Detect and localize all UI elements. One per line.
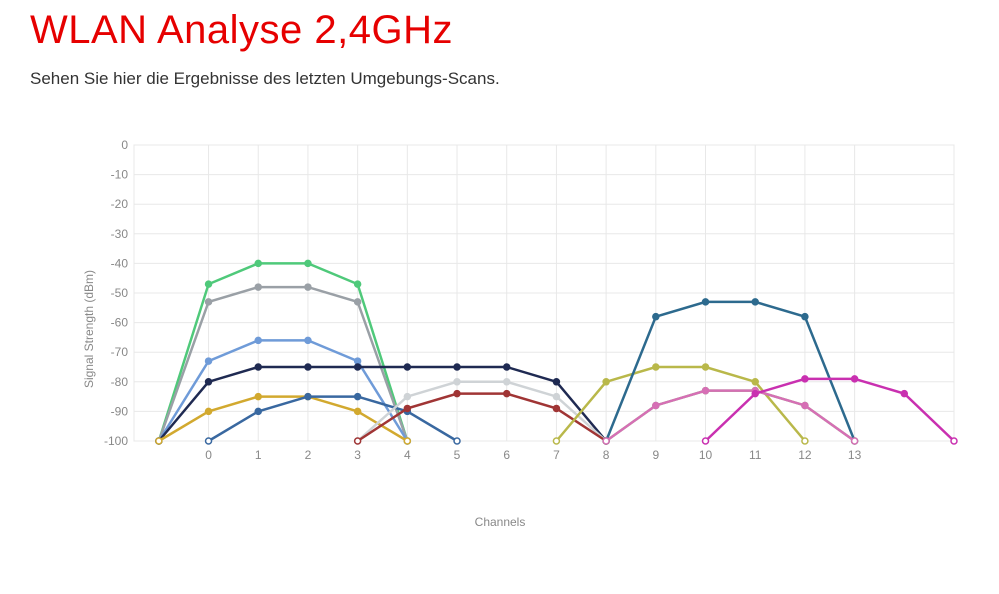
series-point bbox=[653, 314, 659, 320]
series-point bbox=[355, 358, 361, 364]
series-point bbox=[802, 376, 808, 382]
svg-text:10: 10 bbox=[699, 448, 713, 462]
series-point bbox=[206, 358, 212, 364]
series-point bbox=[703, 299, 709, 305]
series-point bbox=[553, 438, 559, 444]
series-point bbox=[355, 364, 361, 370]
wlan-chart: Signal Strength (dBm) 0 -10 -20 -30 -40 -50 -6… bbox=[40, 139, 960, 519]
series-point bbox=[355, 281, 361, 287]
series-point bbox=[653, 364, 659, 370]
series-point bbox=[206, 408, 212, 414]
series-point bbox=[852, 376, 858, 382]
svg-text:-70: -70 bbox=[111, 345, 129, 359]
svg-text:0: 0 bbox=[205, 448, 212, 462]
svg-text:0: 0 bbox=[121, 139, 128, 152]
svg-text:4: 4 bbox=[404, 448, 411, 462]
series-point bbox=[504, 391, 510, 397]
page-subtitle: Sehen Sie hier die Ergebnisse des letzte… bbox=[30, 69, 969, 89]
series-net-magenta bbox=[706, 379, 954, 441]
y-axis-label: Signal Strength (dBm) bbox=[82, 270, 96, 388]
series-point bbox=[504, 379, 510, 385]
series-point bbox=[852, 438, 858, 444]
svg-text:7: 7 bbox=[553, 448, 560, 462]
series-point bbox=[901, 391, 907, 397]
series-point bbox=[951, 438, 957, 444]
svg-text:-50: -50 bbox=[111, 286, 129, 300]
svg-text:9: 9 bbox=[652, 448, 659, 462]
series-point bbox=[404, 364, 410, 370]
x-axis-label: Channels bbox=[475, 515, 526, 529]
series-point bbox=[355, 438, 361, 444]
series-point bbox=[454, 364, 460, 370]
series-point bbox=[653, 402, 659, 408]
svg-text:-80: -80 bbox=[111, 375, 129, 389]
svg-text:3: 3 bbox=[354, 448, 361, 462]
svg-text:-100: -100 bbox=[104, 434, 128, 448]
series-point bbox=[404, 394, 410, 400]
svg-text:12: 12 bbox=[798, 448, 812, 462]
series-point bbox=[553, 405, 559, 411]
series-point bbox=[305, 337, 311, 343]
chart-svg: 0-10-20-30-40-50-60-70-80-90-10001234567… bbox=[100, 139, 960, 469]
series-point bbox=[553, 394, 559, 400]
series-point bbox=[255, 394, 261, 400]
svg-text:-90: -90 bbox=[111, 404, 129, 418]
series-point bbox=[206, 438, 212, 444]
series-point bbox=[752, 379, 758, 385]
series-point bbox=[255, 284, 261, 290]
series-point bbox=[206, 281, 212, 287]
series-point bbox=[454, 438, 460, 444]
series-point bbox=[355, 394, 361, 400]
series-point bbox=[703, 364, 709, 370]
svg-text:-40: -40 bbox=[111, 256, 129, 270]
svg-text:1: 1 bbox=[255, 448, 262, 462]
series-point bbox=[156, 438, 162, 444]
series-point bbox=[255, 337, 261, 343]
series-point bbox=[504, 364, 510, 370]
svg-text:-30: -30 bbox=[111, 227, 129, 241]
svg-text:-60: -60 bbox=[111, 316, 129, 330]
series-point bbox=[802, 314, 808, 320]
series-point bbox=[603, 379, 609, 385]
svg-text:-20: -20 bbox=[111, 197, 129, 211]
series-point bbox=[752, 299, 758, 305]
svg-text:11: 11 bbox=[749, 448, 762, 462]
svg-text:13: 13 bbox=[848, 448, 862, 462]
series-point bbox=[404, 438, 410, 444]
series-point bbox=[703, 388, 709, 394]
series-point bbox=[255, 408, 261, 414]
series-point bbox=[454, 379, 460, 385]
series-point bbox=[355, 299, 361, 305]
series-point bbox=[305, 284, 311, 290]
series-point bbox=[802, 402, 808, 408]
series-net-blue bbox=[159, 340, 407, 441]
series-point bbox=[305, 260, 311, 266]
series-point bbox=[255, 364, 261, 370]
series-point bbox=[355, 408, 361, 414]
series-point bbox=[454, 391, 460, 397]
series-point bbox=[206, 299, 212, 305]
series-point bbox=[255, 260, 261, 266]
svg-text:5: 5 bbox=[454, 448, 461, 462]
series-point bbox=[206, 379, 212, 385]
page-title: WLAN Analyse 2,4GHz bbox=[30, 8, 969, 53]
page-root: WLAN Analyse 2,4GHz Sehen Sie hier die E… bbox=[0, 8, 999, 594]
series-point bbox=[603, 438, 609, 444]
series-point bbox=[305, 364, 311, 370]
series-point bbox=[752, 391, 758, 397]
svg-text:2: 2 bbox=[305, 448, 312, 462]
series-point bbox=[404, 405, 410, 411]
svg-text:-10: -10 bbox=[111, 168, 129, 182]
series-point bbox=[305, 394, 311, 400]
series-point bbox=[553, 379, 559, 385]
svg-text:8: 8 bbox=[603, 448, 610, 462]
svg-text:6: 6 bbox=[503, 448, 510, 462]
series-point bbox=[703, 438, 709, 444]
series-point bbox=[802, 438, 808, 444]
